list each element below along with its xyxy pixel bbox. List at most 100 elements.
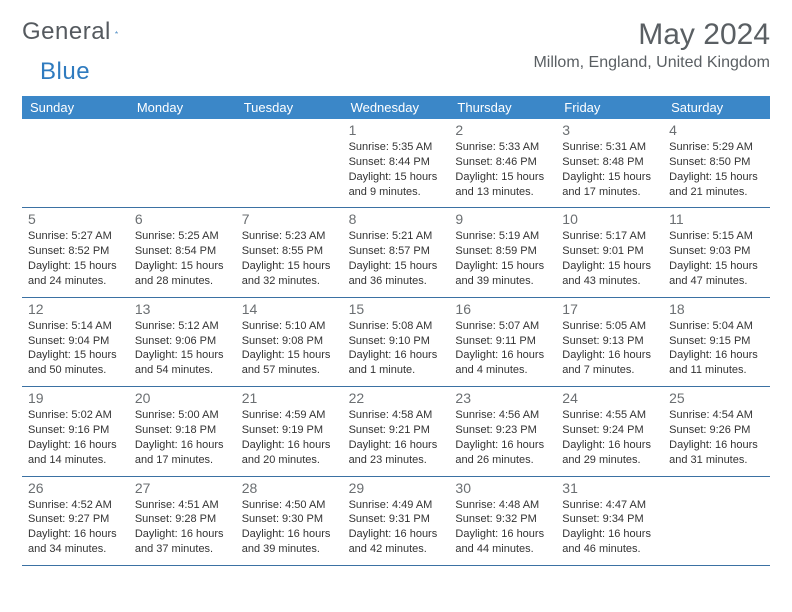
day-number: 7 [242,211,337,227]
sunrise-line: Sunrise: 4:52 AM [28,498,123,513]
daylight-line-2: and 57 minutes. [242,363,337,378]
sunrise-line: Sunrise: 4:54 AM [669,408,764,423]
daylight-line-2: and 36 minutes. [349,274,444,289]
sunrise-line: Sunrise: 5:15 AM [669,229,764,244]
daylight-line-1: Daylight: 16 hours [562,527,657,542]
day-number: 22 [349,390,444,406]
daylight-line-1: Daylight: 15 hours [562,259,657,274]
sunrise-line: Sunrise: 5:23 AM [242,229,337,244]
sunset-line: Sunset: 9:04 PM [28,334,123,349]
day-number: 23 [455,390,550,406]
daylight-line-2: and 44 minutes. [455,542,550,557]
day-number: 2 [455,122,550,138]
sunrise-line: Sunrise: 4:56 AM [455,408,550,423]
daylight-line-1: Daylight: 16 hours [455,438,550,453]
daylight-line-2: and 39 minutes. [455,274,550,289]
calendar-cell: 27Sunrise: 4:51 AMSunset: 9:28 PMDayligh… [129,477,236,565]
logo: General [22,18,141,46]
sunset-line: Sunset: 8:54 PM [135,244,230,259]
calendar-cell: 11 Sunrise: 5:15 AMSunset: 9:03 PMDayligh… [663,208,770,296]
sunrise-line: Sunrise: 5:31 AM [562,140,657,155]
day-number: 31 [562,480,657,496]
calendar-week: 19Sunrise: 5:02 AMSunset: 9:16 PMDayligh… [22,387,770,476]
daylight-line-1: Daylight: 15 hours [242,259,337,274]
sunset-line: Sunset: 9:34 PM [562,512,657,527]
calendar-cell: 15Sunrise: 5:08 AMSunset: 9:10 PMDayligh… [343,298,450,386]
sunrise-line: Sunrise: 5:33 AM [455,140,550,155]
sunrise-line: Sunrise: 4:59 AM [242,408,337,423]
calendar-cell: 6Sunrise: 5:25 AMSunset: 8:54 PMDaylight… [129,208,236,296]
dayhead-thu: Thursday [449,96,556,119]
day-number: 8 [349,211,444,227]
daylight-line-2: and 17 minutes. [135,453,230,468]
day-number: 11 [669,211,764,227]
daylight-line-2: and 46 minutes. [562,542,657,557]
daylight-line-1: Daylight: 15 hours [242,348,337,363]
daylight-line-2: and 26 minutes. [455,453,550,468]
daylight-line-2: and 28 minutes. [135,274,230,289]
calendar-cell: 17Sunrise: 5:05 AMSunset: 9:13 PMDayligh… [556,298,663,386]
daylight-line-1: Daylight: 15 hours [349,259,444,274]
calendar-cell [663,477,770,565]
sunrise-line: Sunrise: 4:47 AM [562,498,657,513]
calendar-cell: 2 Sunrise: 5:33 AMSunset: 8:46 PMDaylight… [449,119,556,207]
calendar-cell [22,119,129,207]
sunset-line: Sunset: 9:24 PM [562,423,657,438]
dayhead-tue: Tuesday [236,96,343,119]
day-number: 10 [562,211,657,227]
sunset-line: Sunset: 9:10 PM [349,334,444,349]
sunrise-line: Sunrise: 5:14 AM [28,319,123,334]
day-number: 18 [669,301,764,317]
logo-sail-icon [115,24,118,40]
calendar-cell: 13Sunrise: 5:12 AMSunset: 9:06 PMDayligh… [129,298,236,386]
sunset-line: Sunset: 9:23 PM [455,423,550,438]
sunset-line: Sunset: 8:44 PM [349,155,444,170]
sunset-line: Sunset: 8:46 PM [455,155,550,170]
sunset-line: Sunset: 9:28 PM [135,512,230,527]
sunset-line: Sunset: 9:30 PM [242,512,337,527]
sunset-line: Sunset: 8:55 PM [242,244,337,259]
daylight-line-1: Daylight: 16 hours [562,438,657,453]
sunset-line: Sunset: 9:03 PM [669,244,764,259]
sunset-line: Sunset: 9:32 PM [455,512,550,527]
daylight-line-2: and 1 minute. [349,363,444,378]
daylight-line-1: Daylight: 15 hours [669,170,764,185]
dayhead-sun: Sunday [22,96,129,119]
daylight-line-1: Daylight: 15 hours [28,348,123,363]
daylight-line-1: Daylight: 16 hours [135,438,230,453]
daylight-line-1: Daylight: 15 hours [455,170,550,185]
daylight-line-2: and 54 minutes. [135,363,230,378]
calendar-cell [129,119,236,207]
daylight-line-1: Daylight: 16 hours [562,348,657,363]
daylight-line-1: Daylight: 16 hours [349,527,444,542]
daylight-line-1: Daylight: 15 hours [135,259,230,274]
daylight-line-2: and 31 minutes. [669,453,764,468]
daylight-line-2: and 43 minutes. [562,274,657,289]
month-title: May 2024 [533,18,770,52]
calendar-cell [236,119,343,207]
calendar-cell: 26Sunrise: 4:52 AMSunset: 9:27 PMDayligh… [22,477,129,565]
daylight-line-2: and 14 minutes. [28,453,123,468]
daylight-line-1: Daylight: 15 hours [28,259,123,274]
daylight-line-1: Daylight: 15 hours [669,259,764,274]
day-number: 30 [455,480,550,496]
day-number: 27 [135,480,230,496]
calendar-week: 12Sunrise: 5:14 AMSunset: 9:04 PMDayligh… [22,298,770,387]
calendar-cell: 12 Sunrise: 5:14 AMSunset: 9:04 PMDayligh… [22,298,129,386]
day-number: 12 [28,301,123,317]
calendar-cell: 19Sunrise: 5:02 AMSunset: 9:16 PMDayligh… [22,387,129,475]
daylight-line-2: and 32 minutes. [242,274,337,289]
sunrise-line: Sunrise: 5:05 AM [562,319,657,334]
daylight-line-2: and 39 minutes. [242,542,337,557]
daylight-line-1: Daylight: 15 hours [135,348,230,363]
sunset-line: Sunset: 9:27 PM [28,512,123,527]
calendar-cell: 4Sunrise: 5:29 AMSunset: 8:50 PMDaylight… [663,119,770,207]
daylight-line-1: Daylight: 16 hours [349,348,444,363]
sunset-line: Sunset: 8:48 PM [562,155,657,170]
daylight-line-1: Daylight: 15 hours [349,170,444,185]
daylight-line-2: and 13 minutes. [455,185,550,200]
sunset-line: Sunset: 9:08 PM [242,334,337,349]
sunset-line: Sunset: 9:01 PM [562,244,657,259]
calendar-cell: 23 Sunrise: 4:56 AMSunset: 9:23 PMDayligh… [449,387,556,475]
calendar-cell: 28Sunrise: 4:50 AMSunset: 9:30 PMDayligh… [236,477,343,565]
